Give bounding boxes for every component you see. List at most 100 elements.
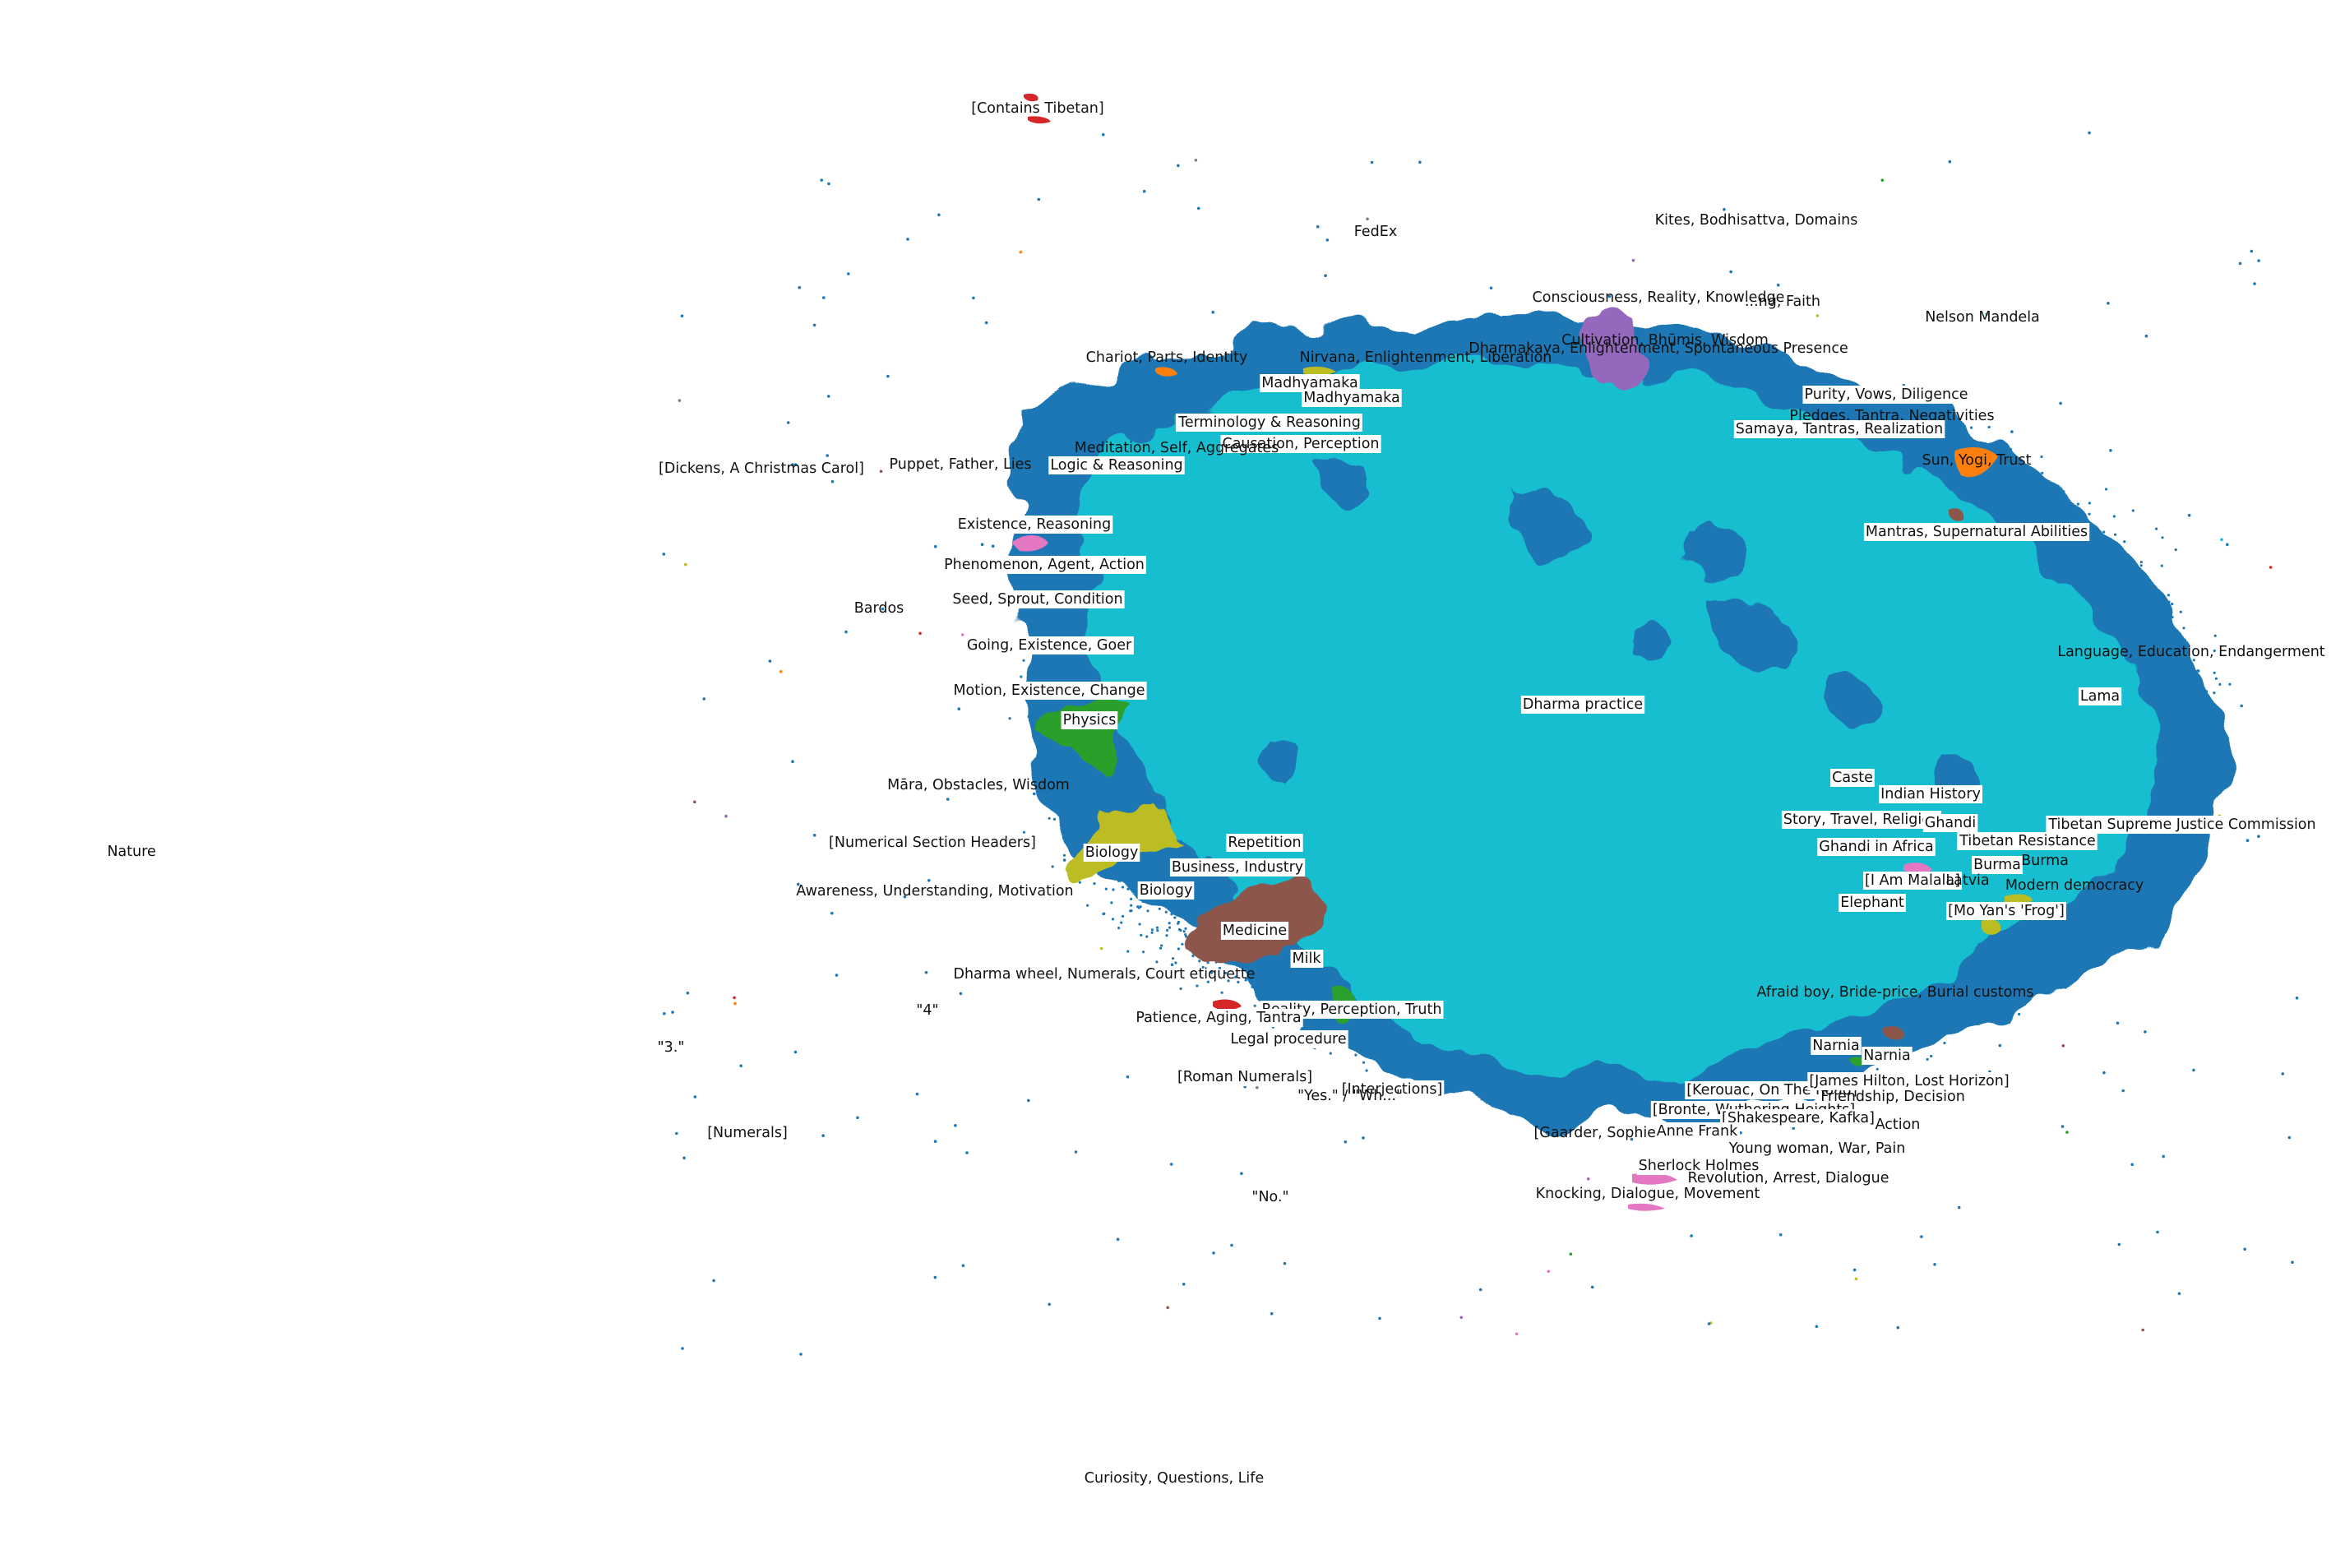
topic-label: [Dickens, A Christmas Carol] (659, 460, 864, 477)
topic-label-background (1220, 435, 1381, 453)
topic-label: Madhyamaka (1260, 374, 1360, 392)
topic-label-background (1957, 832, 2098, 850)
topic-label-background (964, 636, 1134, 654)
scatter-point (957, 707, 961, 710)
scatter-point (830, 479, 835, 483)
topic-label-text: Madhyamaka (1303, 390, 1399, 406)
scatter-point (2281, 1072, 2285, 1075)
topic-label: Chariot, Parts, Identity (1086, 349, 1248, 366)
topic-label-text: Repetition (1228, 835, 1301, 851)
scatter-point (684, 562, 687, 567)
topic-label-text: Seed, Sprout, Condition (952, 591, 1122, 608)
topic-label: Narnia (1862, 1047, 1913, 1065)
scatter-point (1142, 951, 1145, 954)
scatter-point (2144, 1030, 2147, 1034)
scatter-point (1240, 1172, 1243, 1175)
scatter-point (1184, 933, 1187, 937)
topic-label-text: Physics (1063, 712, 1117, 728)
scatter-point (2226, 543, 2229, 547)
scatter-point (1630, 1137, 1634, 1141)
scatter-point (1104, 887, 1108, 890)
scatter-point (1033, 792, 1036, 796)
scatter-point (1270, 1311, 1274, 1316)
topic-label-text: Afraid boy, Bride-price, Burial customs (1756, 984, 2033, 1001)
scatter-point (678, 399, 682, 402)
topic-label-text: Mantras, Supernatural Abilities (1866, 524, 2088, 540)
scatter-point (1074, 1150, 1078, 1154)
scatter-point (1586, 1177, 1590, 1181)
scatter-point (933, 544, 937, 548)
revolution-patch (1632, 1173, 1677, 1185)
scatter-point (1177, 947, 1180, 951)
scatter-point (1138, 923, 1141, 926)
topic-label-text: Samaya, Tantras, Realization (1736, 421, 1943, 437)
scatter-point (2167, 594, 2170, 597)
topic-label-text: Tibetan Resistance (1959, 833, 2095, 849)
topic-label-text: [Numerical Section Headers] (829, 835, 1036, 851)
scatter-point (682, 1156, 686, 1160)
topic-label-text: Nirvana, Enlightenment, Liberation (1300, 349, 1552, 366)
scatter-point (1027, 1099, 1030, 1103)
scatter-point (662, 553, 666, 556)
scatter-point (2187, 513, 2191, 517)
contains-tibetan-patch (1024, 93, 1051, 124)
topic-label: Kites, Bodhisattva, Domains (1655, 212, 1858, 229)
topic-label-text: Consciousness, Reality, Knowledge (1533, 289, 1785, 306)
scatter-point (1062, 858, 1066, 862)
scatter-point (2040, 455, 2043, 459)
topic-label: Language, Education, Endangerment (2057, 644, 2324, 660)
topic-label-background (1946, 902, 2066, 920)
scatter-point (1778, 1233, 1783, 1237)
scatter-point (1166, 1306, 1169, 1310)
scatter-point (2064, 986, 2067, 989)
sun-yogi-patch (1954, 447, 1998, 478)
malala-patch (1903, 863, 1932, 875)
topic-label: Purity, Vows, Diligence (1802, 386, 1970, 404)
scatter-point (1489, 286, 1493, 290)
topic-label-background (1733, 420, 1945, 438)
scatter-point (1707, 1322, 1711, 1325)
topic-label: [Numerals] (705, 1124, 789, 1142)
scatter-point (733, 1001, 737, 1006)
scatter-point (2139, 564, 2143, 567)
scatter-point (1631, 258, 1635, 262)
scatter-point (2177, 1292, 2181, 1296)
topic-label-text: Chariot, Parts, Identity (1086, 349, 1248, 366)
scatter-point (954, 1124, 957, 1127)
topic-label: "Yes." / "Wh..." (1297, 1088, 1403, 1104)
scatter-point (2213, 671, 2216, 674)
topic-label-text: Nelson Mandela (1925, 309, 2040, 326)
scatter-point (1182, 1283, 1186, 1286)
topic-label: Nelson Mandela (1925, 309, 2040, 326)
scatter-point (826, 395, 830, 398)
topic-label-background (1048, 456, 1185, 474)
scatter-point (1020, 675, 1023, 678)
scatter-point (1185, 935, 1188, 938)
scatter-point (2250, 249, 2254, 253)
topic-label: Elephant (1839, 894, 1906, 912)
scatter-point (1478, 1288, 1482, 1292)
topic-label: Tibetan Supreme Justice Commission (2046, 816, 2318, 834)
scatter-point (1116, 1237, 1120, 1242)
scatter-point (2228, 682, 2232, 686)
scatter-point (1515, 1332, 1519, 1336)
scatter-point (2130, 1163, 2134, 1167)
scatter-point (1948, 160, 1952, 164)
topic-label: Terminology & Reasoning (1176, 414, 1362, 432)
scatter-point (1926, 1057, 1929, 1061)
topic-label: FedEx (1354, 224, 1397, 240)
topic-label-text: Burma (1973, 857, 2021, 873)
scatter-point (2088, 131, 2091, 135)
scatter-point (2167, 600, 2171, 604)
lake-region-7 (1259, 738, 1298, 783)
topic-label-text: Puppet, Father, Lies (889, 456, 1031, 473)
topic-label-background (1137, 881, 1195, 900)
scatter-point (1212, 1251, 1215, 1255)
scatter-point (2161, 536, 2164, 539)
scatter-point (2139, 561, 2143, 564)
scatter-point (1051, 865, 1054, 868)
topic-label: Story, Travel, Religion (1781, 811, 1941, 829)
scatter-point (879, 469, 883, 474)
scatter-point (791, 760, 794, 763)
scatter-point (918, 631, 922, 636)
